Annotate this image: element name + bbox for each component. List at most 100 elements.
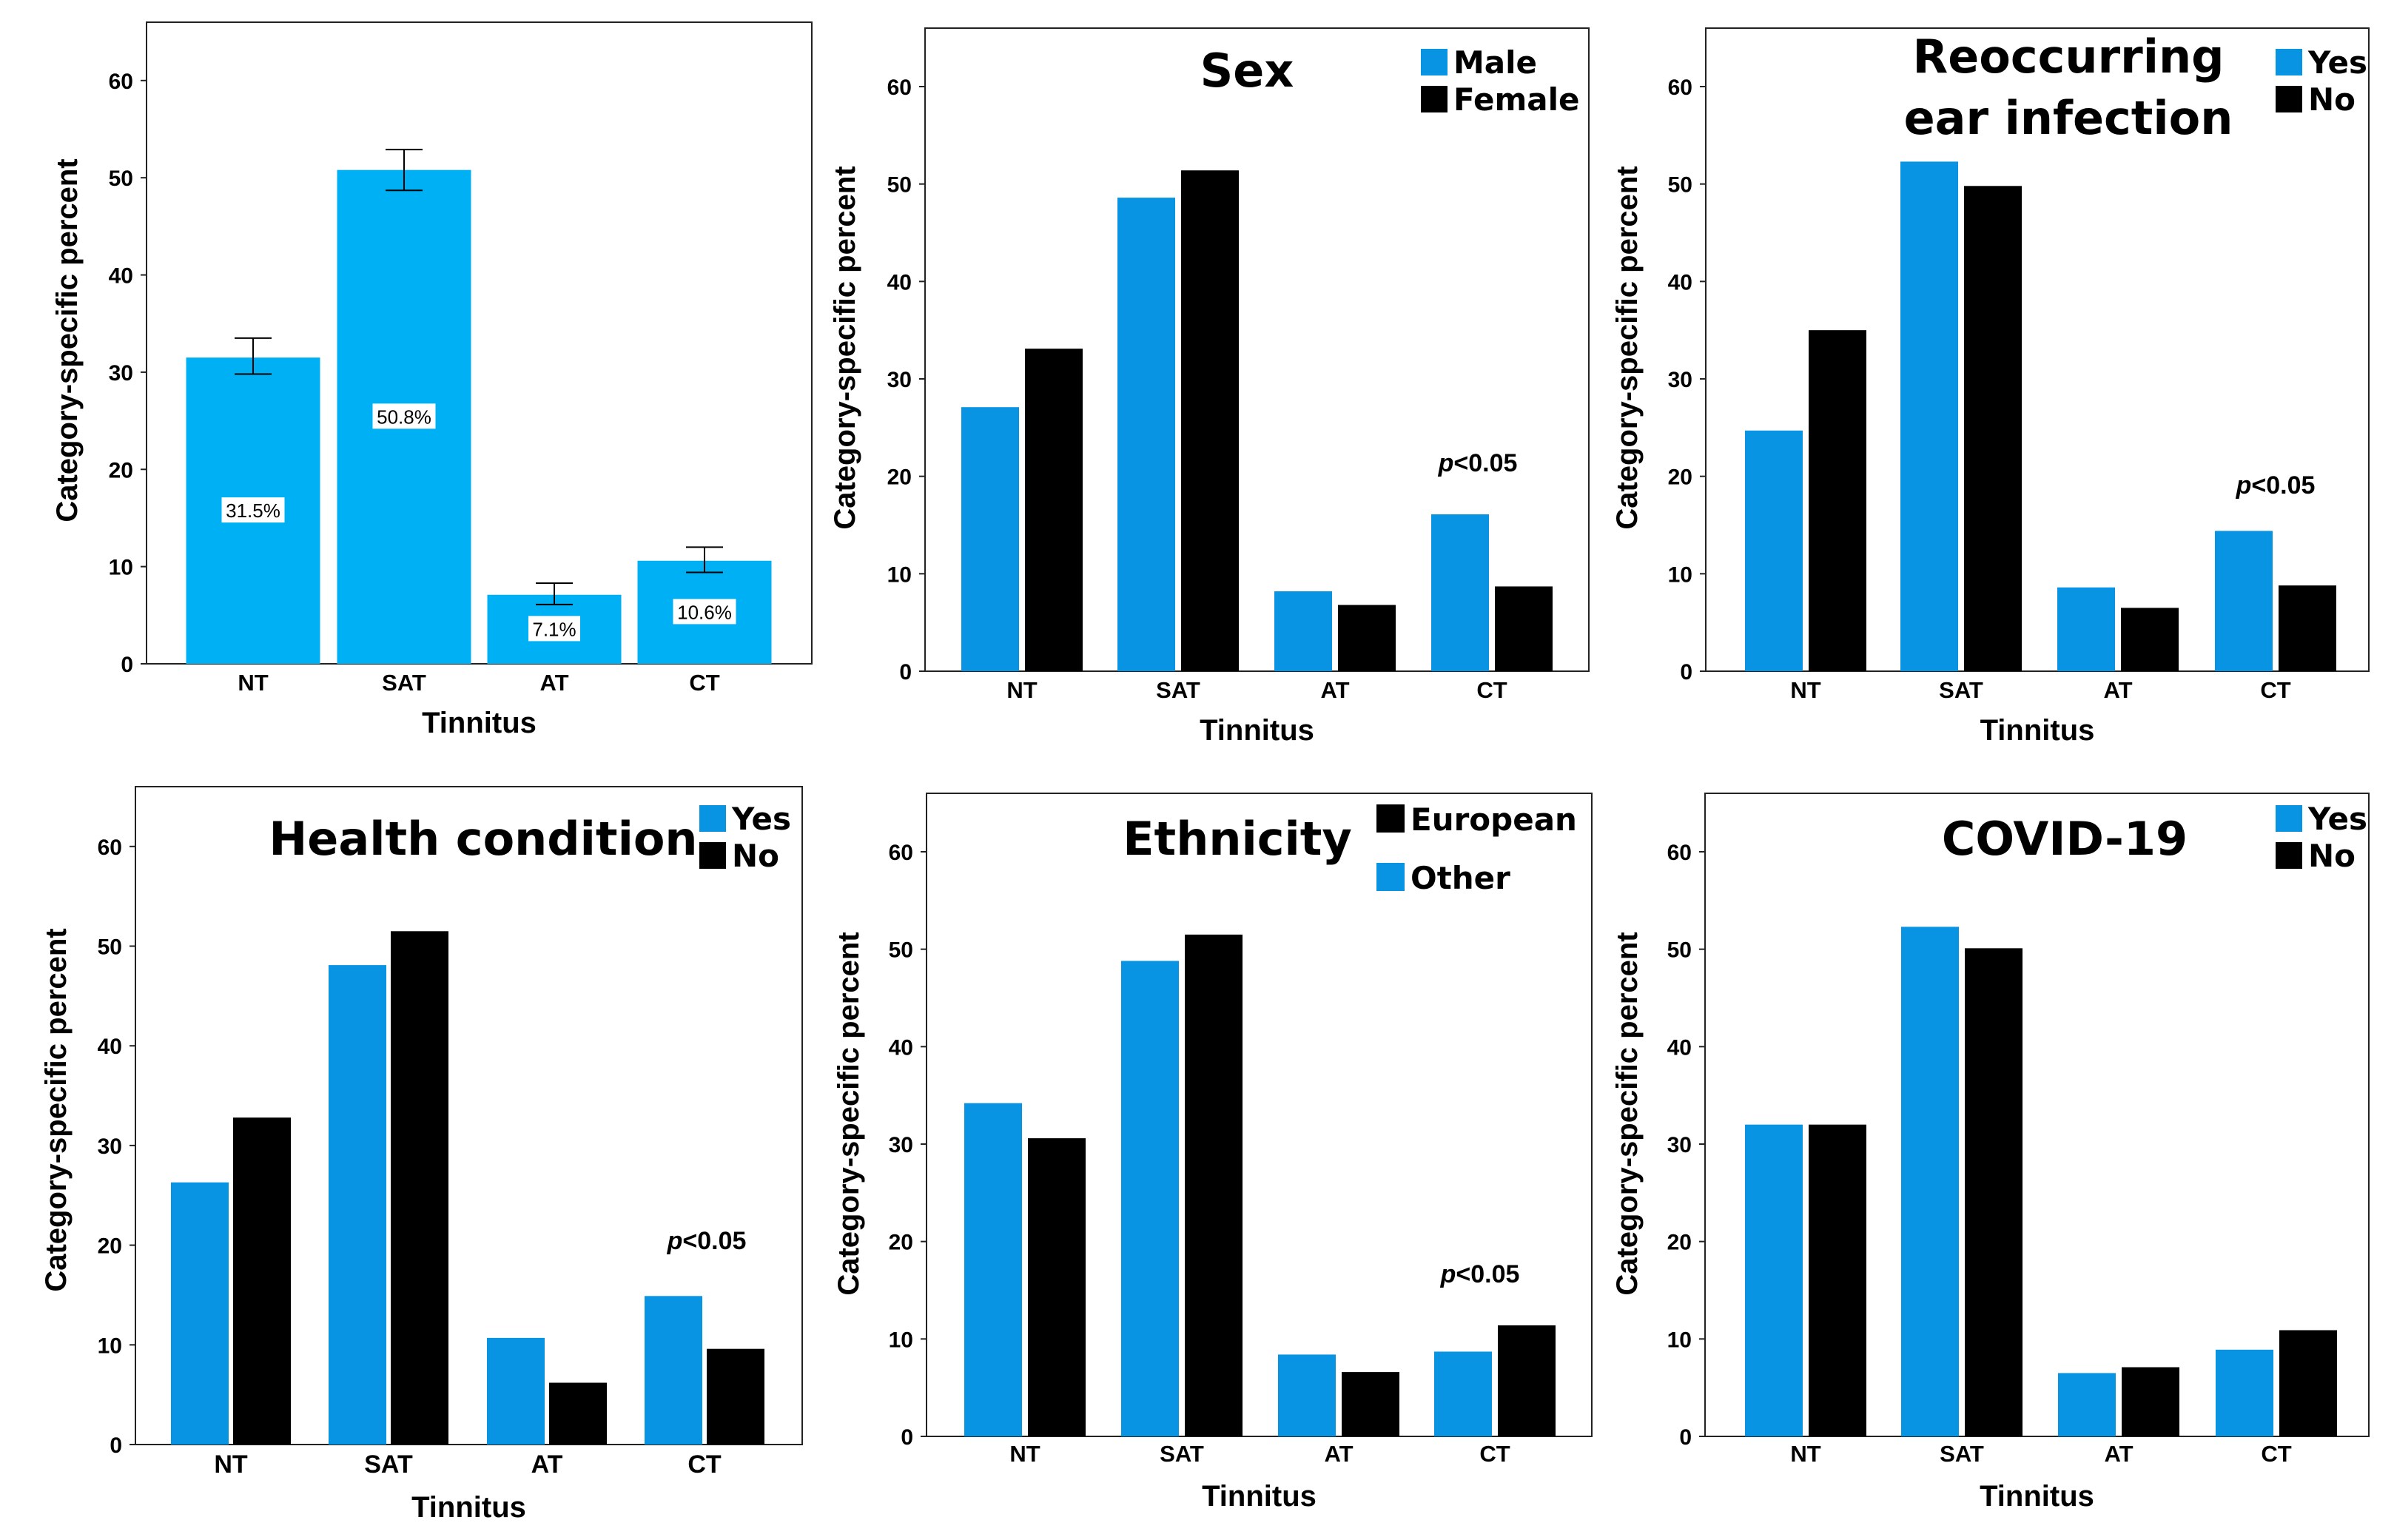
p-value-annotation: p<0.05 xyxy=(667,1227,747,1255)
bar-ct-no xyxy=(2279,585,2336,671)
legend-swatch-no xyxy=(2276,842,2302,869)
bar-ct-yes xyxy=(2215,531,2273,671)
legend-label: Male xyxy=(1453,44,1537,81)
legend-swatch-yes xyxy=(2276,49,2302,75)
x-tick-label: NT xyxy=(1790,677,1820,703)
y-axis-title: Category-specific percent xyxy=(51,158,84,522)
bar-nt-no xyxy=(1809,1124,1866,1436)
x-axis-title: Tinnitus xyxy=(1980,1480,2094,1513)
bar-at-yes xyxy=(2058,1373,2116,1436)
bar-sat-male xyxy=(1117,198,1175,672)
y-tick-label: 0 xyxy=(1679,1425,1692,1450)
bar-ct-no xyxy=(707,1348,764,1445)
x-tick-label: NT xyxy=(1009,1441,1040,1467)
x-tick-label: SAT xyxy=(1939,677,1983,703)
y-tick-label: 60 xyxy=(887,75,912,100)
bar-at-no xyxy=(2122,1367,2179,1436)
x-tick-label: SAT xyxy=(382,670,426,696)
chart-panel-6: 0 10 20 30 40 50 60 Category-specific percent Ti… xyxy=(1611,793,2370,1513)
y-tick-label: 10 xyxy=(1668,562,1692,587)
bar-nt-other xyxy=(964,1103,1022,1436)
x-tick-label: SAT xyxy=(1160,1441,1204,1467)
y-tick-label: 0 xyxy=(121,653,133,677)
bar-nt-female xyxy=(1025,349,1083,671)
y-axis-title: Category-specific percent xyxy=(40,928,73,1291)
y-tick-label: 0 xyxy=(110,1433,122,1458)
bar-value-label: 7.1% xyxy=(532,618,576,640)
legend-swatch-european xyxy=(1376,804,1405,833)
x-tick-label: AT xyxy=(2103,677,2132,703)
bar-sat-female xyxy=(1181,170,1239,671)
y-tick-label: 60 xyxy=(109,70,133,94)
chart-title: Reoccurring xyxy=(1913,30,2225,84)
y-tick-label: 40 xyxy=(889,1035,913,1060)
bar-nt-no xyxy=(1809,330,1866,671)
x-tick-label: SAT xyxy=(1156,677,1200,703)
chart-panel-4: 0 10 20 30 40 50 60 Category-specific percent Ti… xyxy=(40,786,803,1524)
y-tick-label: 30 xyxy=(98,1134,122,1159)
y-tick-label: 30 xyxy=(889,1133,913,1157)
bar-at-female xyxy=(1338,605,1396,671)
y-tick-label: 30 xyxy=(1668,368,1692,392)
x-tick-label: CT xyxy=(1479,1441,1510,1467)
y-tick-label: 20 xyxy=(887,465,912,490)
x-tick-label: CT xyxy=(1476,677,1507,703)
y-tick-label: 40 xyxy=(109,264,133,289)
y-tick-label: 50 xyxy=(889,938,913,963)
x-tick-label: CT xyxy=(687,1450,722,1479)
y-axis-title: Category-specific percent xyxy=(1611,932,1644,1295)
chart-panel-3: 0 10 20 30 40 50 60 Category-specific percent Ti… xyxy=(1611,27,2370,747)
legend-swatch-yes xyxy=(699,805,726,832)
bar-sat-no xyxy=(1964,186,2022,672)
y-tick-label: 40 xyxy=(1668,270,1692,295)
chart-title: Ethnicity xyxy=(1123,812,1352,866)
chart-panel-5: 0 10 20 30 40 50 60 Category-specific percent Ti… xyxy=(833,793,1593,1513)
bar-value-label: 31.5% xyxy=(226,500,280,522)
x-tick-label: SAT xyxy=(1940,1441,1984,1467)
y-axis-title: Category-specific percent xyxy=(833,932,865,1295)
y-tick-label: 10 xyxy=(889,1328,913,1352)
bar-at-yes xyxy=(2057,587,2115,671)
x-tick-label: CT xyxy=(689,670,719,696)
y-tick-label: 20 xyxy=(889,1231,913,1255)
x-axis-title: Tinnitus xyxy=(1980,714,2095,747)
legend-label: Yes xyxy=(731,801,791,837)
x-tick-label: NT xyxy=(1790,1441,1820,1467)
y-tick-label: 10 xyxy=(887,562,912,587)
y-tick-label: 0 xyxy=(1680,660,1692,685)
legend-label: Other xyxy=(1410,860,1510,896)
x-tick-label: NT xyxy=(1006,677,1037,703)
legend-label: Female xyxy=(1453,81,1579,118)
bar-ct-yes xyxy=(2216,1349,2273,1436)
bar-ct-female xyxy=(1495,586,1553,671)
legend-swatch-no xyxy=(2276,86,2302,112)
x-tick-label: SAT xyxy=(364,1450,413,1479)
legend-swatch-other xyxy=(1376,863,1405,891)
chart-title: Health condition xyxy=(269,812,697,866)
legend-label: Yes xyxy=(2307,801,2367,837)
y-tick-label: 10 xyxy=(1667,1328,1692,1352)
x-axis-title: Tinnitus xyxy=(411,1491,526,1524)
chart-title: Sex xyxy=(1200,44,1294,98)
chart-panel-2: 0 10 20 30 40 50 60 Category-specific percent Ti… xyxy=(829,27,1590,747)
p-value-annotation: p<0.05 xyxy=(1440,1260,1520,1288)
y-tick-label: 10 xyxy=(98,1334,122,1358)
plot-frame xyxy=(924,27,1590,672)
bar-nt-european xyxy=(1028,1138,1086,1436)
p-value-annotation: p<0.05 xyxy=(2236,471,2316,500)
bar-sat-yes xyxy=(329,965,386,1445)
y-tick-label: 20 xyxy=(1668,465,1692,490)
bar-at-european xyxy=(1342,1372,1399,1436)
value-label-bg xyxy=(372,403,436,429)
bar-sat-other xyxy=(1121,961,1179,1436)
plot-frame xyxy=(926,793,1593,1437)
y-tick-label: 50 xyxy=(109,167,133,191)
y-tick-label: 20 xyxy=(98,1234,122,1259)
y-tick-label: 20 xyxy=(109,458,133,482)
bar-at-other xyxy=(1278,1354,1336,1436)
x-axis-title: Tinnitus xyxy=(1200,714,1314,747)
x-tick-label: NT xyxy=(214,1450,248,1479)
bar-nt-no xyxy=(233,1117,291,1445)
bar-sat-yes xyxy=(1900,161,1958,672)
